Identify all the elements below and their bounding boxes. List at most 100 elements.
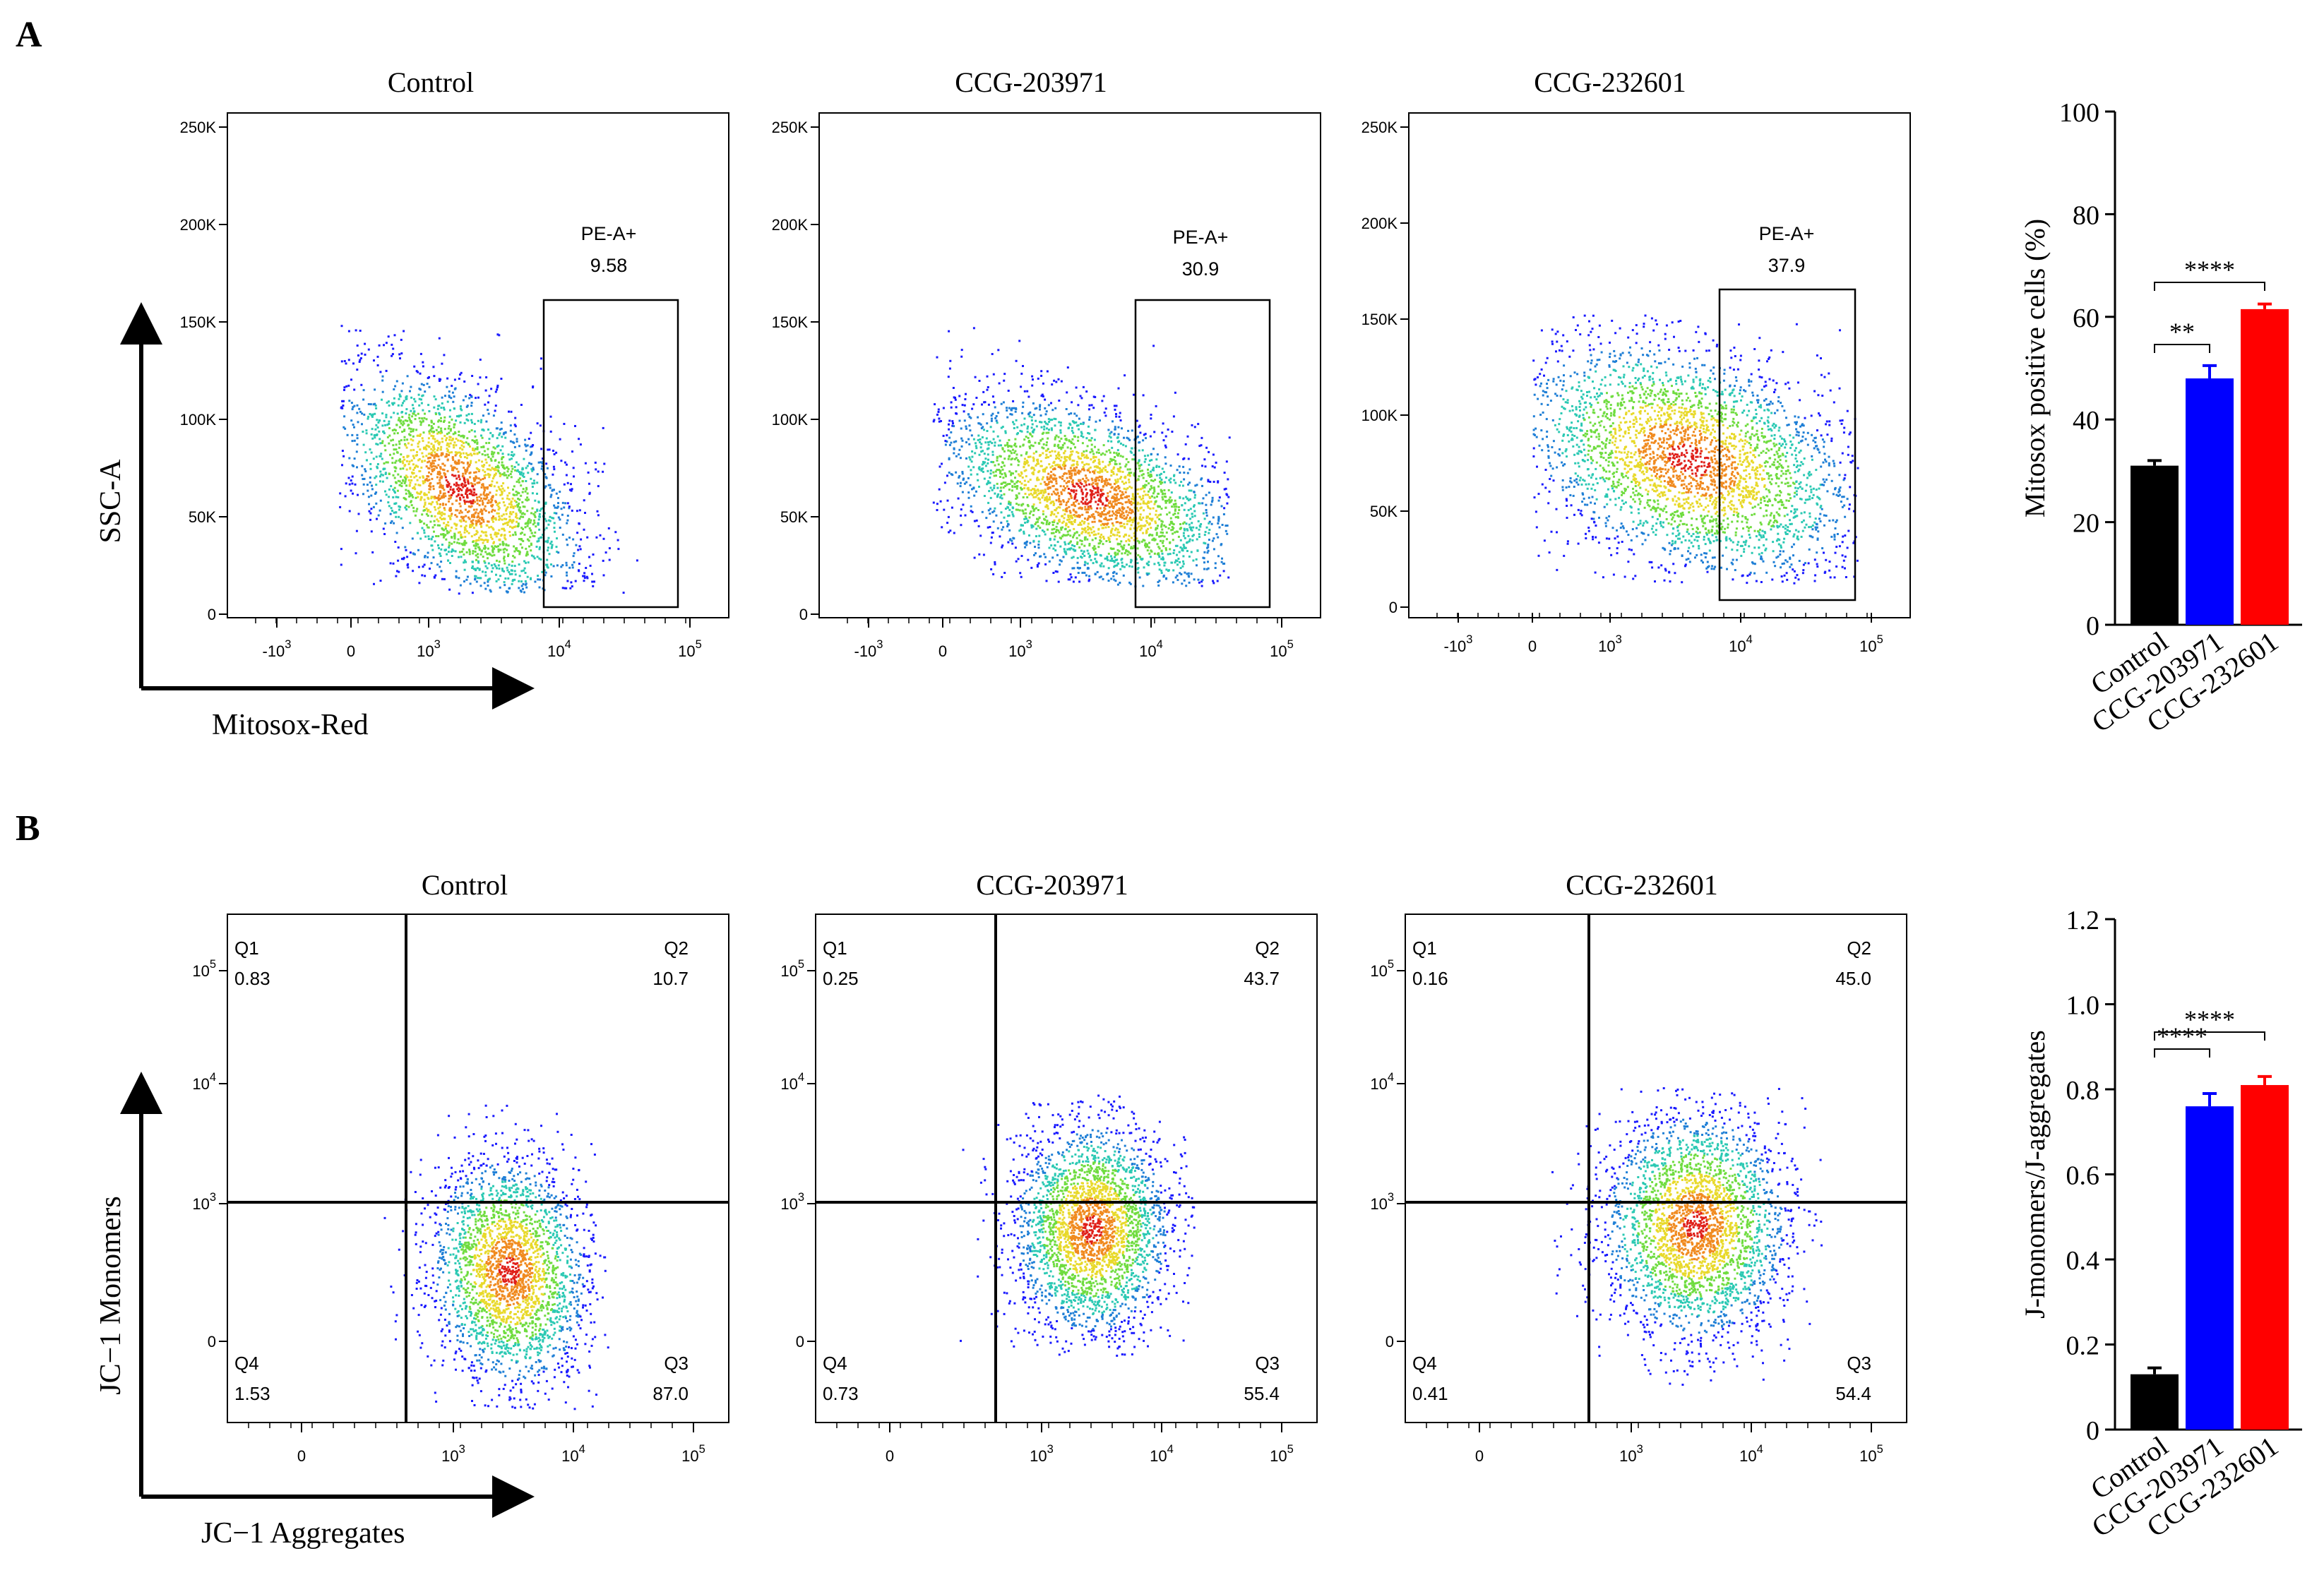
event-dot	[1136, 537, 1138, 540]
event-dot	[1192, 534, 1195, 537]
event-dot	[464, 470, 467, 473]
event-dot	[500, 421, 503, 424]
event-dot	[1039, 501, 1042, 504]
event-dot	[536, 540, 539, 543]
event-dot	[1197, 578, 1200, 581]
event-dot	[471, 514, 474, 517]
event-dot	[579, 548, 582, 551]
event-dot	[574, 425, 576, 427]
event-dot	[1146, 549, 1149, 552]
event-dot	[1037, 525, 1039, 527]
event-dot	[1172, 528, 1174, 531]
event-dot	[499, 472, 501, 474]
event-dot	[1224, 529, 1227, 532]
event-dot	[1174, 531, 1176, 534]
event-dot	[1193, 426, 1196, 429]
event-dot	[477, 459, 480, 462]
event-dot	[525, 480, 528, 482]
event-dot	[512, 510, 515, 513]
event-dot	[1029, 541, 1032, 544]
event-dot	[406, 375, 409, 378]
event-dot	[376, 467, 379, 469]
event-dot	[490, 483, 493, 486]
event-dot	[547, 541, 549, 544]
event-dot	[1102, 577, 1104, 580]
event-dot	[489, 577, 491, 580]
event-dot	[472, 448, 475, 450]
event-dot	[510, 454, 513, 456]
event-dot	[439, 486, 441, 489]
event-dot	[942, 434, 945, 437]
event-dot	[508, 515, 511, 518]
event-dot	[1003, 457, 1006, 460]
event-dot	[439, 432, 442, 435]
event-dot	[585, 575, 588, 578]
event-dot	[1056, 553, 1059, 556]
event-dot	[1193, 510, 1196, 513]
event-dot	[484, 510, 487, 513]
event-dot	[967, 413, 970, 416]
event-dot	[1027, 395, 1030, 398]
event-dot	[1142, 439, 1145, 442]
event-dot	[951, 424, 954, 427]
event-dot	[501, 518, 503, 521]
event-dot	[518, 445, 520, 448]
event-dot	[473, 515, 475, 518]
event-dot	[479, 585, 482, 587]
event-dot	[1115, 415, 1118, 418]
event-dot	[484, 544, 487, 547]
event-dot	[1212, 516, 1215, 519]
event-dot	[455, 484, 458, 486]
event-dot	[374, 405, 377, 407]
event-dot	[1151, 539, 1154, 541]
event-dot	[1063, 541, 1066, 544]
event-dot	[369, 462, 372, 465]
event-dot	[412, 463, 415, 466]
event-dot	[525, 467, 528, 469]
event-dot	[1039, 404, 1042, 407]
event-dot	[583, 528, 585, 531]
event-dot	[400, 453, 403, 456]
event-dot	[438, 412, 441, 414]
event-dot	[1092, 453, 1095, 455]
event-dot	[344, 427, 347, 430]
event-dot	[511, 582, 513, 585]
event-dot	[1020, 486, 1022, 489]
event-dot	[1140, 558, 1143, 561]
event-dot	[1088, 578, 1091, 581]
event-dot	[958, 474, 961, 477]
event-dot	[1184, 537, 1186, 539]
event-dot	[1154, 538, 1157, 541]
event-dot	[400, 338, 403, 341]
event-dot	[1156, 453, 1159, 456]
event-dot	[1174, 510, 1176, 512]
event-dot	[561, 513, 564, 516]
event-dot	[1066, 455, 1068, 458]
event-dot	[520, 532, 523, 534]
event-dot	[403, 496, 405, 499]
event-dot	[1113, 451, 1116, 454]
event-dot	[1121, 525, 1124, 527]
event-dot	[484, 389, 487, 392]
event-dot	[533, 557, 536, 560]
event-dot	[1157, 525, 1160, 527]
event-dot	[979, 438, 982, 441]
event-dot	[405, 460, 408, 462]
event-dot	[525, 445, 528, 448]
event-dot	[1189, 508, 1192, 510]
event-dot	[1016, 508, 1019, 511]
event-dot	[453, 535, 455, 537]
event-dot	[415, 414, 417, 417]
event-dot	[1054, 509, 1057, 512]
event-dot	[446, 448, 448, 450]
event-dot	[1157, 505, 1160, 508]
event-dot	[420, 402, 423, 405]
event-dot	[434, 515, 436, 517]
event-dot	[1063, 489, 1066, 492]
event-dot	[1098, 498, 1101, 501]
event-dot	[1089, 451, 1092, 454]
event-dot	[458, 556, 460, 558]
event-dot	[1214, 562, 1217, 565]
event-dot	[520, 484, 523, 487]
event-dot	[1161, 534, 1164, 537]
